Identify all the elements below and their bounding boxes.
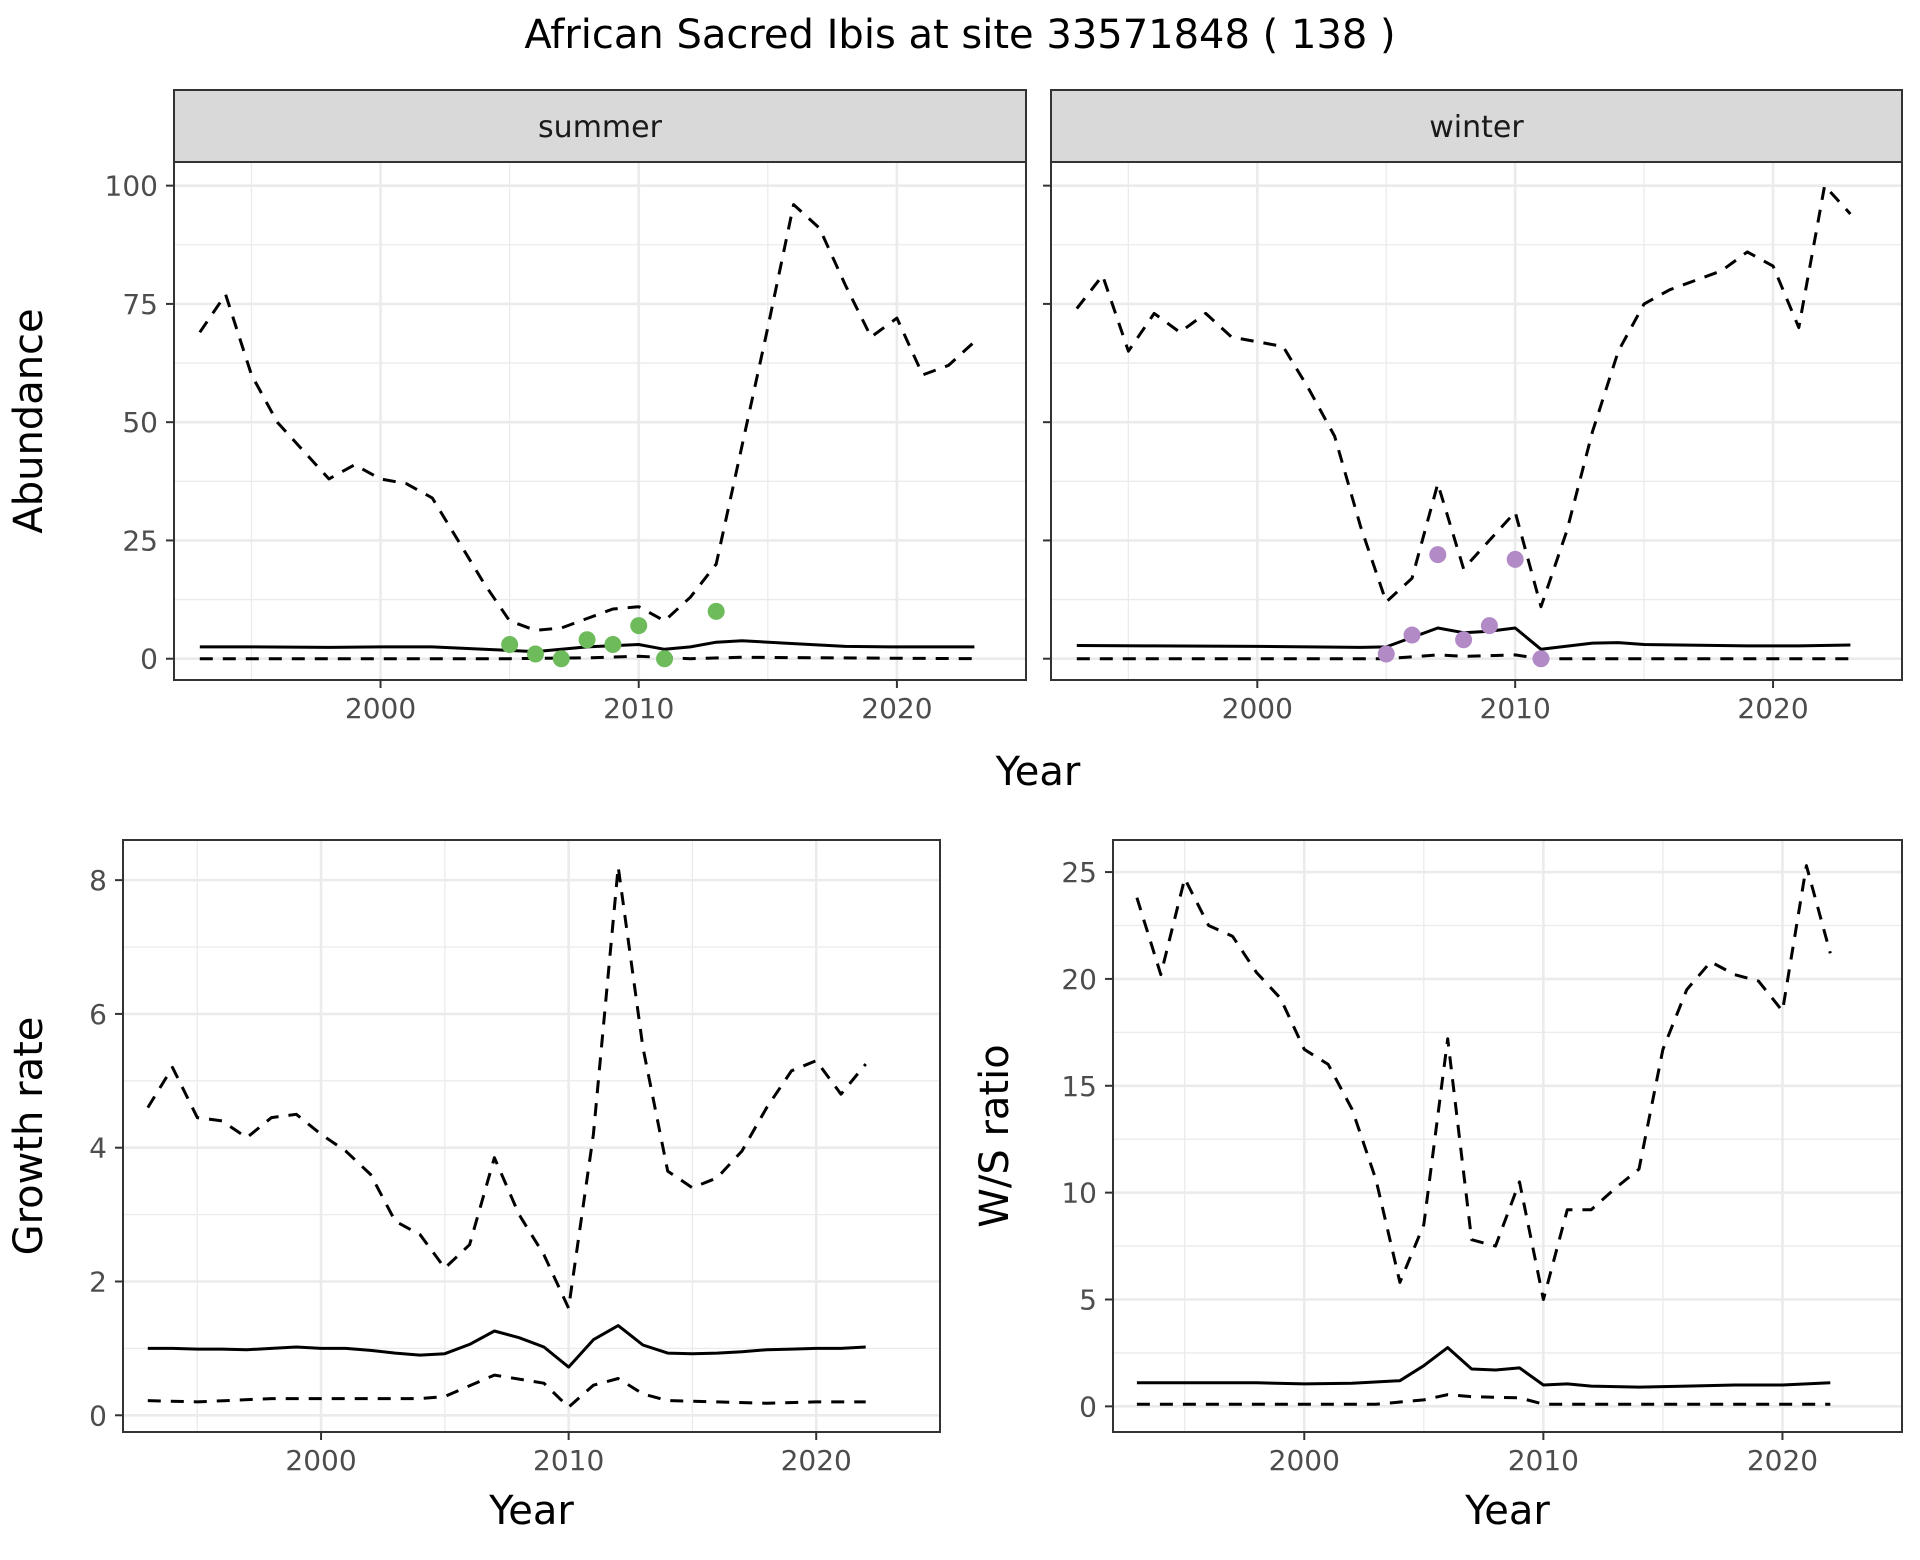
observed-point bbox=[1532, 650, 1550, 668]
series-line-upper-bound bbox=[146, 865, 867, 1310]
y-tick-label: 6 bbox=[89, 998, 107, 1031]
y-tick-label: 25 bbox=[122, 524, 158, 557]
series-line-estimate bbox=[1136, 1346, 1831, 1389]
y-tick-label: 50 bbox=[122, 406, 158, 439]
y-tick-label: 8 bbox=[89, 864, 107, 897]
x-tick-label: 2010 bbox=[1508, 1444, 1579, 1477]
x-tick-label: 2000 bbox=[345, 692, 416, 725]
facet-strip-label: summer bbox=[538, 110, 663, 145]
observed-point bbox=[1480, 617, 1498, 635]
observed-point bbox=[630, 617, 648, 635]
panel-winter: winter 2000 2010 2020 bbox=[1043, 89, 1903, 725]
panel-background bbox=[1113, 840, 1902, 1432]
chart-title: African Sacred Ibis at site 33571848 ( 1… bbox=[524, 12, 1395, 58]
observed-point bbox=[707, 602, 725, 620]
x-axis-title: Year bbox=[488, 1488, 574, 1534]
x-tick-label: 2020 bbox=[1747, 1444, 1818, 1477]
panel-border bbox=[1112, 839, 1903, 1433]
x-tick-label: 2000 bbox=[1269, 1444, 1340, 1477]
y-tick-label: 0 bbox=[1079, 1390, 1097, 1423]
y-tick-label: 20 bbox=[1061, 963, 1097, 996]
facet-strip bbox=[1050, 89, 1903, 163]
series-line-upper-bound bbox=[1135, 864, 1832, 1301]
y-tick-label: 5 bbox=[1079, 1283, 1097, 1316]
y-tick-label: 0 bbox=[140, 643, 158, 676]
panel-summer: summer 2000 2010 2020 0 25 50 75 100 Abundance bbox=[6, 89, 1027, 725]
observed-point bbox=[552, 650, 570, 668]
observed-point bbox=[526, 645, 544, 663]
series-line-estimate bbox=[199, 639, 975, 654]
y-tick-label: 100 bbox=[105, 170, 158, 203]
observed-point bbox=[1506, 550, 1524, 568]
x-tick-label: 2010 bbox=[1480, 692, 1551, 725]
y-axis-title: Abundance bbox=[6, 308, 52, 533]
x-tick-label: 2020 bbox=[861, 692, 932, 725]
series-line-upper-bound bbox=[198, 203, 976, 632]
x-tick-label: 2000 bbox=[1222, 692, 1293, 725]
series-line-lower-bound bbox=[199, 654, 975, 661]
x-tick-label: 2010 bbox=[603, 692, 674, 725]
x-tick-label: 2020 bbox=[781, 1444, 852, 1477]
observed-point bbox=[1429, 546, 1447, 564]
panel-background bbox=[123, 840, 940, 1432]
y-tick-label: 4 bbox=[89, 1132, 107, 1165]
y-tick-label: 75 bbox=[122, 288, 158, 321]
facet-strip-label: winter bbox=[1429, 110, 1524, 145]
observed-point bbox=[604, 636, 622, 654]
observed-point bbox=[656, 650, 674, 668]
x-tick-label: 2010 bbox=[533, 1444, 604, 1477]
y-tick-label: 10 bbox=[1061, 1177, 1097, 1210]
facet-strip bbox=[173, 89, 1027, 163]
top-x-axis-title: Year bbox=[995, 749, 1081, 795]
observed-point bbox=[578, 631, 596, 649]
y-tick-label: 25 bbox=[1061, 856, 1097, 889]
panel-ratio: 2000 2010 2020 0 5 10 15 20 25 Year W/S ratio bbox=[972, 839, 1903, 1534]
y-axis-title: W/S ratio bbox=[972, 1044, 1018, 1227]
panel-growth: 2000 2010 2020 0 2 4 6 8 Year Growth rate bbox=[6, 839, 941, 1534]
y-tick-label: 2 bbox=[89, 1265, 107, 1298]
observed-point bbox=[1377, 645, 1395, 663]
y-tick-label: 15 bbox=[1061, 1070, 1097, 1103]
y-axis-title: Growth rate bbox=[6, 1017, 52, 1256]
panel-border bbox=[122, 839, 941, 1433]
series-line-upper-bound bbox=[1075, 184, 1852, 609]
x-tick-label: 2000 bbox=[285, 1444, 356, 1477]
observed-point bbox=[1403, 626, 1421, 644]
observed-point bbox=[1455, 631, 1473, 649]
x-axis-title: Year bbox=[1464, 1488, 1550, 1534]
series-line-estimate bbox=[147, 1324, 866, 1369]
x-tick-label: 2020 bbox=[1737, 692, 1808, 725]
y-tick-label: 0 bbox=[89, 1399, 107, 1432]
observed-point bbox=[501, 636, 519, 654]
